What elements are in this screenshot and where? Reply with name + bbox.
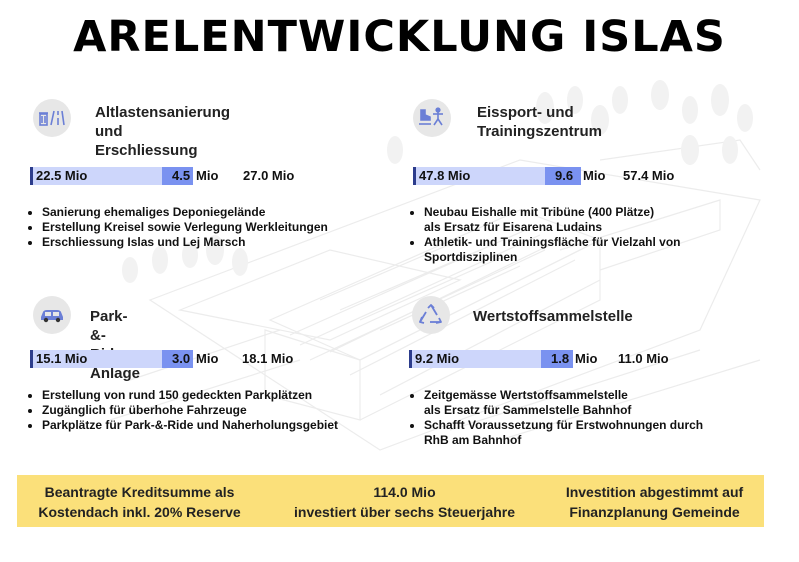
cost-total: 11.0 Mio	[618, 351, 669, 366]
section-title: Eissport- und Trainingszentrum	[477, 104, 603, 140]
reserve-unit: Mio	[583, 168, 606, 183]
cost-bar-main: 47.8 Mio	[413, 167, 545, 185]
reserve-unit: Mio	[575, 351, 598, 366]
cost-bar-main: 15.1 Mio	[30, 350, 162, 368]
section-title: Wertstoffsammelstelle	[473, 308, 633, 325]
reserve-unit: Mio	[196, 351, 219, 366]
cost-bar: 15.1 Mio 3.0 Mio 18.1 Mio	[30, 350, 320, 368]
bullet-list: Sanierung ehemaliges Deponiegelände Erst…	[25, 205, 412, 250]
list-item: Parkplätze für Park-&-Ride und Naherholu…	[42, 418, 417, 433]
page-title: ARELENTWICKLUNG ISLAS	[73, 12, 726, 62]
list-item: Zeitgemässe Wertstoffsammelstelle als Er…	[424, 388, 784, 418]
bullet-list: Erstellung von rund 150 gedeckten Parkpl…	[25, 388, 417, 433]
list-item: Sanierung ehemaliges Deponiegelände	[42, 205, 412, 220]
summary-right: Investition abgestimmt auf Finanzplanung…	[565, 484, 744, 520]
ice-skate-icon	[419, 107, 443, 126]
summary-left: Beantragte Kreditsumme als Kostendach in…	[38, 484, 241, 520]
icon-badge	[33, 296, 71, 334]
cost-bar-main: 22.5 Mio	[30, 167, 162, 185]
recycle-icon	[419, 304, 442, 324]
summary-banner: Beantragte Kreditsumme als Kostendach in…	[17, 475, 764, 527]
list-item: Schafft Voraussetzung für Erstwohnungen …	[424, 418, 784, 448]
cost-bar-reserve: 4.5	[162, 167, 193, 185]
cost-total: 18.1 Mio	[242, 351, 294, 366]
icon-badge	[413, 99, 451, 137]
list-item: Erstellung Kreisel sowie Verlegung Werkl…	[42, 220, 412, 235]
section-title: Park-&-Ride-Anlage	[90, 308, 141, 382]
list-item: Athletik- und Trainingsfläche für Vielza…	[424, 235, 784, 265]
icon-badge	[33, 99, 71, 137]
list-item: Erstellung von rund 150 gedeckten Parkpl…	[42, 388, 417, 403]
cost-bar: 47.8 Mio 9.6 Mio 57.4 Mio	[413, 167, 703, 185]
summary-center: 114.0 Mio investiert über sechs Steuerja…	[294, 484, 515, 520]
cost-bar-main: 9.2 Mio	[409, 350, 541, 368]
cost-bar-reserve: 3.0	[162, 350, 193, 368]
list-item: Zugänglich für überhohe Fahrzeuge	[42, 403, 417, 418]
bullet-list: Zeitgemässe Wertstoffsammelstelle als Er…	[407, 388, 784, 448]
icon-badge	[412, 296, 450, 334]
list-item: Neubau Eishalle mit Tribüne (400 Plätze)…	[424, 205, 784, 235]
cost-bar-reserve: 9.6	[545, 167, 581, 185]
section-title: Altlastensanierung und Erschliessung	[95, 104, 231, 159]
car-icon	[41, 310, 63, 323]
list-item: Erschliessung Islas und Lej Marsch	[42, 235, 412, 250]
cost-bar: 9.2 Mio 1.8 Mio 11.0 Mio	[409, 350, 699, 368]
bullet-list: Neubau Eishalle mit Tribüne (400 Plätze)…	[407, 205, 784, 265]
trash-icon	[39, 110, 65, 126]
cost-bar-reserve: 1.8	[541, 350, 573, 368]
cost-total: 57.4 Mio	[623, 168, 675, 183]
cost-bar: 22.5 Mio 4.5 Mio 27.0 Mio	[30, 167, 320, 185]
reserve-unit: Mio	[196, 168, 219, 183]
cost-total: 27.0 Mio	[243, 168, 295, 183]
